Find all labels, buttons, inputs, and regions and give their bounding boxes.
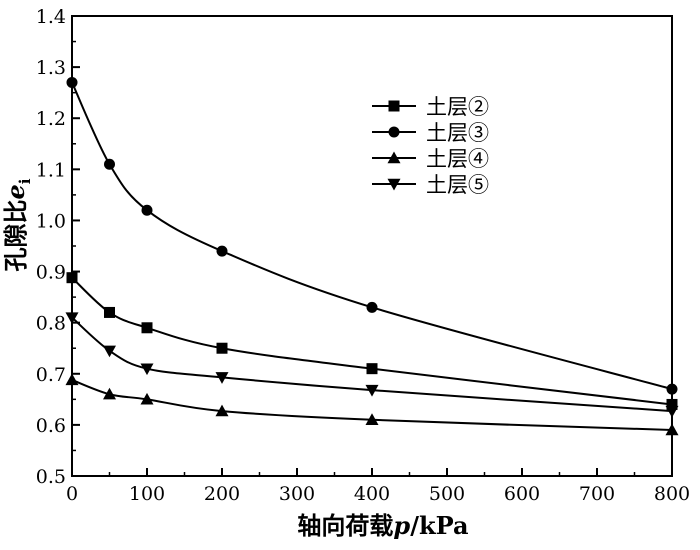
legend-marker [387,151,401,164]
y-axis-label-sub: i [16,178,34,184]
x-tick-label: 0 [66,483,78,505]
x-tick-label: 100 [129,483,165,505]
x-axis-label-var: p [393,511,410,540]
legend-entry: 土层⑤ [372,173,489,197]
data-point [104,306,115,318]
y-tick-label: 0.5 [36,466,66,488]
y-tick-label: 1.4 [36,6,66,28]
x-tick-label: 600 [504,483,540,505]
data-point [365,384,379,397]
x-tick-label: 300 [279,483,315,505]
data-point [140,363,154,376]
y-tick-label: 0.6 [36,415,66,437]
data-point [366,363,378,375]
x-tick-label: 700 [579,483,615,505]
data-point [216,342,228,354]
axes [71,15,673,477]
legend-entry: 土层② [372,95,489,119]
data-point [103,345,116,358]
data-point [216,245,228,257]
legend-label: 土层⑤ [426,173,489,197]
x-tick-label: 500 [429,483,465,505]
y-tick-label: 0.9 [36,262,66,284]
x-axis-title: 轴向荷载p/kPa [297,511,468,540]
data-point [215,404,229,417]
legend-label: 土层④ [426,147,489,171]
data-point [141,204,153,216]
legend-entry: 土层③ [372,121,489,145]
y-axis-title: 孔隙比ei [1,178,34,271]
y-tick-label: 1.1 [36,159,66,181]
y-tick-label: 1.3 [36,57,66,79]
series-line [71,82,673,391]
data-point [141,322,153,334]
data-point [365,413,379,425]
legend-entry: 土层④ [372,147,489,171]
data-point [103,387,116,400]
data-point [215,372,229,384]
legend-marker [387,178,401,191]
y-axis-label-var: e [1,184,30,199]
series-2 [66,76,678,395]
plot-frame [71,15,673,477]
x-axis-label-main: 轴向荷载 [297,511,393,540]
y-axis-label-main: 孔隙比 [1,199,30,271]
y-tick-label: 1.0 [36,210,66,232]
y-tick-label: 0.7 [36,364,66,386]
data-point [140,392,154,405]
x-tick-label: 400 [354,483,390,505]
x-tick-label: 200 [204,483,240,505]
y-tick-label: 0.8 [36,313,66,335]
legend-label: 土层② [426,95,489,119]
y-tick-label: 1.2 [36,108,66,130]
tick-labels: 0 100 200 300 400 500 600 700 800 0.5 0.6 0.7 0.8 0.9… [36,6,690,505]
series-layer [65,76,679,436]
x-tick-label: 800 [654,483,690,505]
legend-marker [388,100,400,112]
x-axis-label-unit: /kPa [410,511,468,540]
legend-label: 土层③ [426,121,489,145]
legend-marker [388,126,400,138]
series-4 [65,312,679,418]
data-point [366,301,378,313]
data-point [104,158,115,170]
